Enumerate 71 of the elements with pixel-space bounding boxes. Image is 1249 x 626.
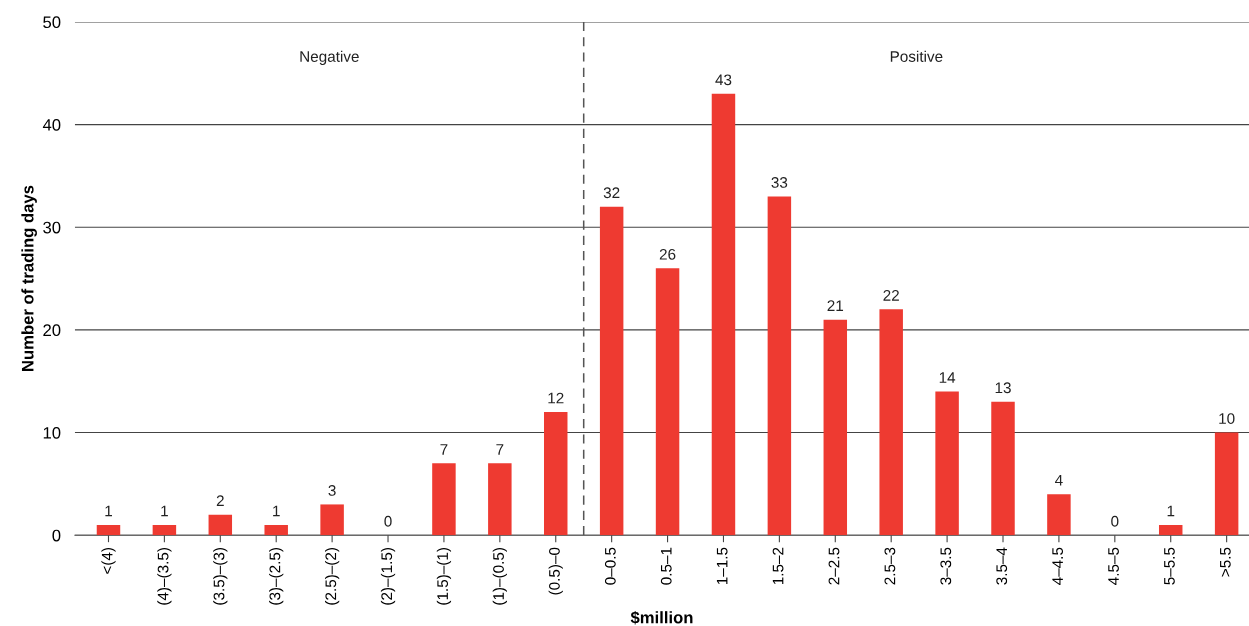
bar bbox=[599, 206, 624, 536]
bar bbox=[767, 196, 792, 536]
x-tick-label: 4.5–5 bbox=[1108, 547, 1119, 585]
x-tick-label: 2–2.5 bbox=[828, 547, 840, 585]
y-tick-label: 10 bbox=[43, 426, 61, 439]
bar bbox=[264, 524, 288, 536]
x-tick-label: 4–4.5 bbox=[1052, 547, 1064, 585]
data-label: 26 bbox=[659, 248, 676, 260]
y-axis-title: Number of trading days bbox=[21, 185, 37, 371]
data-label: 0 bbox=[384, 515, 392, 527]
x-tick-label: <(4) bbox=[101, 547, 116, 574]
y-tick-label: 0 bbox=[52, 529, 61, 542]
x-tick-label: 3–3.5 bbox=[940, 547, 952, 585]
x-tick-label: (3)–(2.5) bbox=[269, 547, 284, 605]
data-label: 1 bbox=[273, 505, 280, 517]
bar bbox=[96, 524, 121, 536]
bar bbox=[544, 412, 568, 536]
data-label: 14 bbox=[939, 372, 956, 383]
data-label: 12 bbox=[548, 392, 564, 404]
x-tick-label: >5.5 bbox=[1220, 547, 1231, 577]
x-tick-label: (3.5)–(3) bbox=[213, 547, 228, 605]
data-label: 33 bbox=[771, 177, 788, 188]
data-label: 1 bbox=[1167, 505, 1175, 517]
data-label: 43 bbox=[715, 74, 732, 86]
annotation: Negative bbox=[300, 50, 359, 65]
bar bbox=[711, 93, 736, 536]
data-label: 2 bbox=[216, 495, 224, 506]
bar bbox=[879, 309, 903, 536]
x-tick-label: 1–1.5 bbox=[716, 547, 728, 585]
bar bbox=[1158, 524, 1183, 536]
y-tick-label: 20 bbox=[43, 324, 61, 337]
y-tick-label: 40 bbox=[42, 118, 61, 131]
data-label: 0 bbox=[1111, 515, 1119, 527]
x-tick-label: (1)–(0.5) bbox=[492, 547, 507, 605]
x-tick-label: 3.5–4 bbox=[996, 547, 1008, 585]
x-tick-label: 2.5–3 bbox=[884, 547, 896, 585]
x-tick-label: (4)–(3.5) bbox=[157, 547, 172, 605]
bar bbox=[823, 319, 848, 536]
annotation: Positive bbox=[890, 50, 943, 62]
y-tick-label: 30 bbox=[43, 221, 61, 234]
data-label: 22 bbox=[883, 289, 899, 301]
x-tick-label: (2)–(1.5) bbox=[380, 547, 396, 605]
bar bbox=[488, 463, 512, 536]
data-label: 7 bbox=[496, 444, 504, 455]
bar bbox=[991, 401, 1015, 536]
data-label: 7 bbox=[440, 444, 448, 455]
bar bbox=[655, 268, 680, 536]
data-label: 3 bbox=[328, 485, 336, 496]
bar bbox=[152, 524, 177, 536]
bar bbox=[1047, 494, 1071, 536]
data-label: 13 bbox=[995, 382, 1011, 394]
x-tick-label: (1.5)–(1) bbox=[436, 547, 452, 605]
bar bbox=[208, 514, 233, 536]
data-label: 21 bbox=[827, 300, 844, 311]
bar bbox=[935, 391, 959, 536]
data-label: 1 bbox=[161, 505, 168, 517]
x-tick-label: 1.5–2 bbox=[772, 547, 784, 585]
data-label: 32 bbox=[603, 187, 620, 199]
data-label: 1 bbox=[105, 505, 112, 517]
x-tick-label: 5–5.5 bbox=[1164, 547, 1175, 585]
bar bbox=[1214, 432, 1239, 536]
x-tick-label: 0–0.5 bbox=[604, 547, 616, 585]
bar bbox=[432, 463, 456, 536]
x-tick-label: 0.5–1 bbox=[660, 547, 672, 585]
x-axis-title: $million bbox=[630, 610, 693, 625]
data-label: 10 bbox=[1219, 413, 1235, 424]
x-tick-label: (2.5)–(2) bbox=[324, 547, 340, 605]
x-tick-label: (0.5)–0 bbox=[548, 547, 563, 595]
bar bbox=[320, 504, 344, 536]
y-tick-label: 50 bbox=[43, 16, 61, 29]
data-label: 4 bbox=[1055, 474, 1063, 486]
